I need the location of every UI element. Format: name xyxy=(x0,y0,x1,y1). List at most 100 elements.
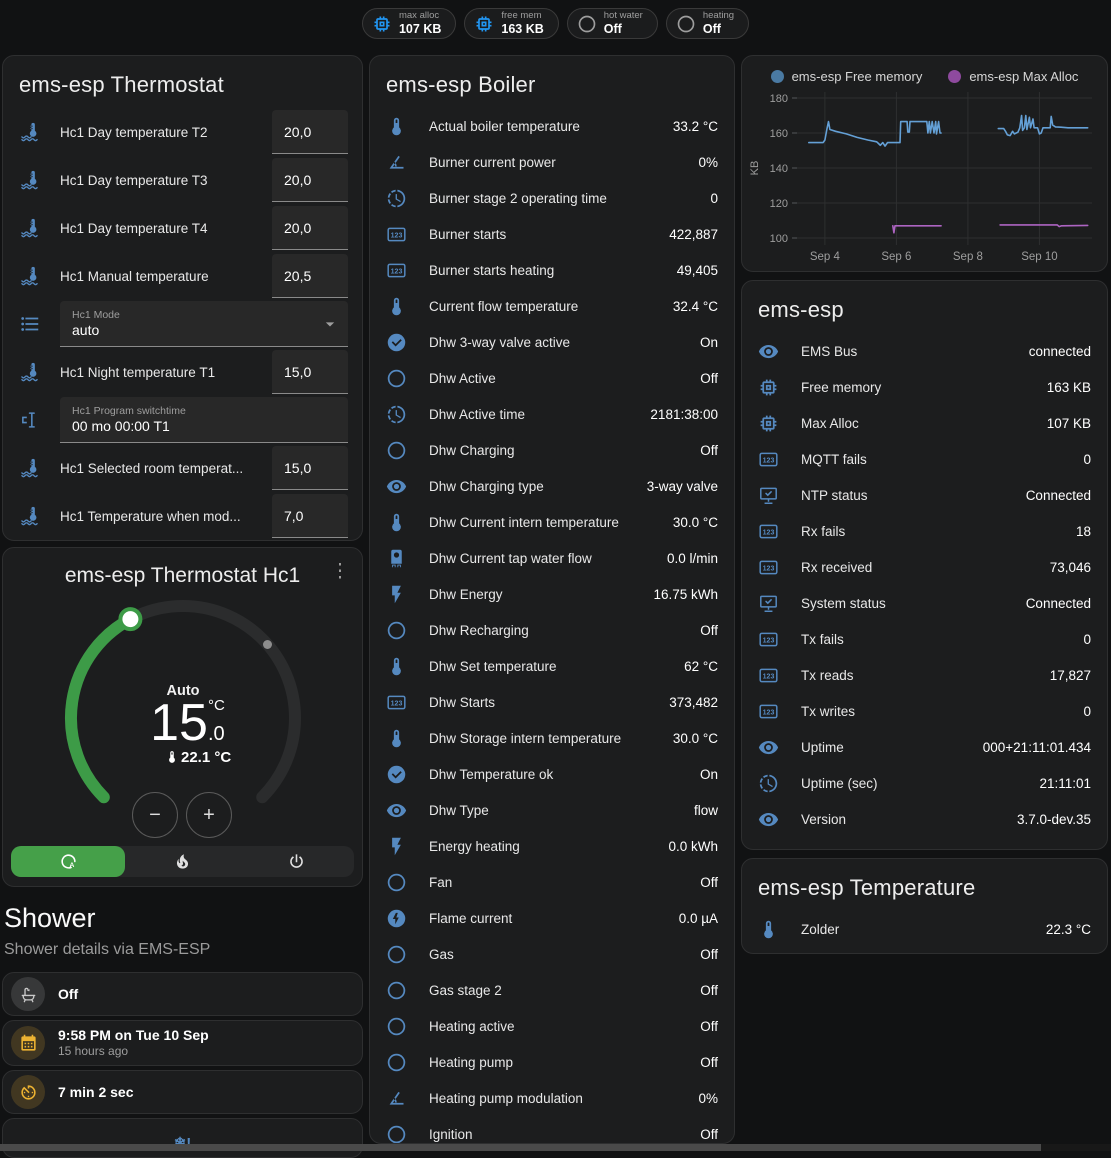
entity-state: 22.3 °C xyxy=(1045,921,1091,937)
shower-tile[interactable]: 7 min 2 sec xyxy=(2,1070,363,1114)
mode-off-button[interactable] xyxy=(240,846,354,877)
temperature-card: ems-esp Temperature Zolder 22.3 °C xyxy=(741,858,1108,954)
shower-tiles: Off 9:58 PM on Tue 10 Sep 15 hours ago 7 mi… xyxy=(2,972,363,1158)
entity-row[interactable]: Dhw Recharging Off xyxy=(370,612,734,648)
tile-value: 9:58 PM on Tue 10 Sep xyxy=(58,1027,209,1044)
entity-row[interactable]: Dhw Type flow xyxy=(370,792,734,828)
entity-row[interactable]: EMS Bus connected xyxy=(742,333,1107,369)
entity-state: Off xyxy=(700,1018,718,1034)
entity-row[interactable]: Dhw Active time 2181:38:00 xyxy=(370,396,734,432)
thermostat-dial[interactable]: Auto 15 °C .0 22.1 °C xyxy=(3,548,363,887)
text-input[interactable]: Hc1 Program switchtime 00 mo 00:00 T1 xyxy=(60,397,348,443)
chip-icon xyxy=(758,413,779,434)
shower-tile[interactable]: 9:58 PM on Tue 10 Sep 15 hours ago xyxy=(2,1020,363,1066)
status-badge[interactable]: free mem 163 KB xyxy=(464,8,559,39)
number-input[interactable]: 20,0 xyxy=(272,206,348,250)
counter-icon xyxy=(758,521,779,542)
number-input[interactable]: 15,0 xyxy=(272,446,348,490)
number-input[interactable]: 15,0 xyxy=(272,350,348,394)
number-input[interactable]: 7,0 xyxy=(272,494,348,538)
entity-state: 0 xyxy=(710,190,718,206)
dashboard-columns: ems-esp Thermostat Hc1 Day temperature T… xyxy=(0,55,1111,1158)
setting-label: Hc1 Day temperature T2 xyxy=(60,124,208,140)
entity-row[interactable]: Heating pump Off xyxy=(370,1044,734,1080)
temp-decrease-button[interactable]: − xyxy=(132,792,178,838)
entity-row[interactable]: Max Alloc 107 KB xyxy=(742,405,1107,441)
dial-handle[interactable] xyxy=(118,607,143,632)
select-field[interactable]: Hc1 Mode auto xyxy=(60,301,348,347)
entity-row[interactable]: Fan Off xyxy=(370,864,734,900)
entity-row[interactable]: Burner starts 422,887 xyxy=(370,216,734,252)
entity-state: Off xyxy=(700,442,718,458)
entity-row[interactable]: Rx fails 18 xyxy=(742,513,1107,549)
entity-row[interactable]: Dhw 3-way valve active On xyxy=(370,324,734,360)
legend-dot xyxy=(770,70,784,83)
entity-row[interactable]: NTP status Connected xyxy=(742,477,1107,513)
angle-icon xyxy=(386,1088,407,1109)
entity-row[interactable]: Rx received 73,046 xyxy=(742,549,1107,585)
number-input[interactable]: 20,5 xyxy=(272,254,348,298)
entity-row[interactable]: Dhw Charging type 3-way valve xyxy=(370,468,734,504)
entity-name: Rx fails xyxy=(801,523,846,539)
entity-row[interactable]: Actual boiler temperature 33.2 °C xyxy=(370,108,734,144)
entity-row[interactable]: MQTT fails 0 xyxy=(742,441,1107,477)
entity-row[interactable]: Dhw Current tap water flow 0.0 l/min xyxy=(370,540,734,576)
entity-row[interactable]: Ignition Off xyxy=(370,1116,734,1144)
entity-row[interactable]: Heating active Off xyxy=(370,1008,734,1044)
entity-row[interactable]: Gas stage 2 Off xyxy=(370,972,734,1008)
entity-row[interactable]: Current flow temperature 32.4 °C xyxy=(370,288,734,324)
entity-row[interactable]: Dhw Current intern temperature 30.0 °C xyxy=(370,504,734,540)
entity-row[interactable]: Dhw Energy 16.75 kWh xyxy=(370,576,734,612)
mode-heat-button[interactable] xyxy=(125,846,239,877)
overflow-menu-icon[interactable]: ⋮ xyxy=(330,561,350,582)
entity-row[interactable]: Dhw Starts 373,482 xyxy=(370,684,734,720)
entity-row[interactable]: Dhw Storage intern temperature 30.0 °C xyxy=(370,720,734,756)
entity-name: Gas stage 2 xyxy=(429,982,502,998)
number-input[interactable]: 20,0 xyxy=(272,110,348,154)
entity-row[interactable]: Free memory 163 KB xyxy=(742,369,1107,405)
check-circle-icon xyxy=(386,764,407,785)
entity-row[interactable]: Dhw Temperature ok On xyxy=(370,756,734,792)
horizontal-scrollbar[interactable] xyxy=(0,1144,1111,1151)
entity-name: Dhw Charging type xyxy=(429,478,544,494)
entity-name: Dhw Recharging xyxy=(429,622,529,638)
entity-row[interactable]: Version 3.7.0-dev.35 xyxy=(742,801,1107,837)
entity-row[interactable]: Tx writes 0 xyxy=(742,693,1107,729)
entity-row[interactable]: Dhw Set temperature 62 °C xyxy=(370,648,734,684)
status-badge[interactable]: max alloc 107 KB xyxy=(361,8,457,39)
legend-item[interactable]: ems-esp Max Alloc xyxy=(948,69,1078,84)
shower-tile-partial[interactable]: ❄! xyxy=(2,1118,363,1158)
entity-row[interactable]: Tx fails 0 xyxy=(742,621,1107,657)
entity-row[interactable]: Dhw Active Off xyxy=(370,360,734,396)
bath-icon xyxy=(19,985,38,1004)
scrollbar-thumb[interactable] xyxy=(0,1144,1041,1151)
shower-tile[interactable]: Off xyxy=(2,972,363,1016)
entity-row[interactable]: Dhw Charging Off xyxy=(370,432,734,468)
entity-row[interactable]: Heating pump modulation 0% xyxy=(370,1080,734,1116)
entity-row[interactable]: Energy heating 0.0 kWh xyxy=(370,828,734,864)
badge-value: Off xyxy=(702,21,721,36)
entity-row[interactable]: Flame current 0.0 µA xyxy=(370,900,734,936)
entity-state: 32.4 °C xyxy=(672,298,718,314)
entity-name: Rx received xyxy=(801,559,873,575)
mode-auto-button[interactable] xyxy=(11,846,126,877)
entity-row[interactable]: Uptime 000+21:11:01.434 xyxy=(742,729,1107,765)
entity-row[interactable]: Gas Off xyxy=(370,936,734,972)
memory-chart: 100 120 140 160 180 Sep 4 Sep 6 Sep 8 Sep 10 KB xyxy=(749,92,1092,263)
entity-row[interactable]: Zolder 22.3 °C xyxy=(742,911,1107,947)
tile-text: 7 min 2 sec xyxy=(58,1084,134,1101)
entity-name: Dhw Set temperature xyxy=(429,658,557,674)
entity-row[interactable]: Tx reads 17,827 xyxy=(742,657,1107,693)
status-badge[interactable]: heating Off xyxy=(665,8,750,39)
number-input[interactable]: 20,0 xyxy=(272,158,348,202)
status-badge[interactable]: hot water Off xyxy=(566,8,658,39)
temp-increase-button[interactable]: + xyxy=(186,792,232,838)
bolt-icon xyxy=(386,836,407,857)
entity-row[interactable]: Burner stage 2 operating time 0 xyxy=(370,180,734,216)
entity-row[interactable]: Burner current power 0% xyxy=(370,144,734,180)
entity-row[interactable]: Burner starts heating 49,405 xyxy=(370,252,734,288)
entity-row[interactable]: Uptime (sec) 21:11:01 xyxy=(742,765,1107,801)
counter-icon xyxy=(386,224,407,245)
entity-row[interactable]: System status Connected xyxy=(742,585,1107,621)
legend-item[interactable]: ems-esp Free memory xyxy=(770,69,922,84)
